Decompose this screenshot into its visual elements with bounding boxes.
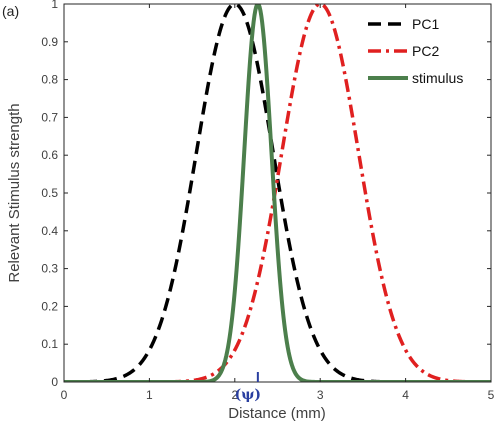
x-axis-label: Distance (mm)	[228, 405, 326, 422]
y-axis-label: Relevant Stimulus strength	[6, 103, 23, 282]
y-tick-label: 0.2	[41, 299, 58, 313]
legend-label-stimulus: stimulus	[412, 70, 463, 86]
legend-label-pc2: PC2	[412, 43, 439, 59]
x-tick-label: 0	[61, 388, 68, 402]
y-tick-label: 0.9	[41, 35, 58, 49]
y-tick-label: 0.5	[41, 186, 58, 200]
legend: PC1 PC2 stimulus	[362, 10, 486, 92]
y-tick-label: 0	[51, 375, 58, 389]
x-tick-label: 4	[402, 388, 409, 402]
x-tick-label: 5	[488, 388, 495, 402]
y-tick-label: 0.7	[41, 110, 58, 124]
panel-label: (a)	[2, 3, 19, 19]
series-line-stimulus	[64, 4, 491, 382]
psi-annotation: (ψ)	[235, 387, 261, 403]
y-tick-label: 0.4	[41, 224, 58, 238]
x-tick-label: 2	[231, 388, 238, 402]
x-tick-label: 3	[317, 388, 324, 402]
legend-label-pc1: PC1	[412, 16, 439, 32]
y-tick-label: 0.6	[41, 148, 58, 162]
y-tick-label: 0.1	[41, 337, 58, 351]
x-tick-label: 1	[146, 388, 153, 402]
y-tick-label: 1	[51, 0, 58, 11]
y-tick-label: 0.3	[41, 262, 58, 276]
y-tick-label: 0.8	[41, 73, 58, 87]
